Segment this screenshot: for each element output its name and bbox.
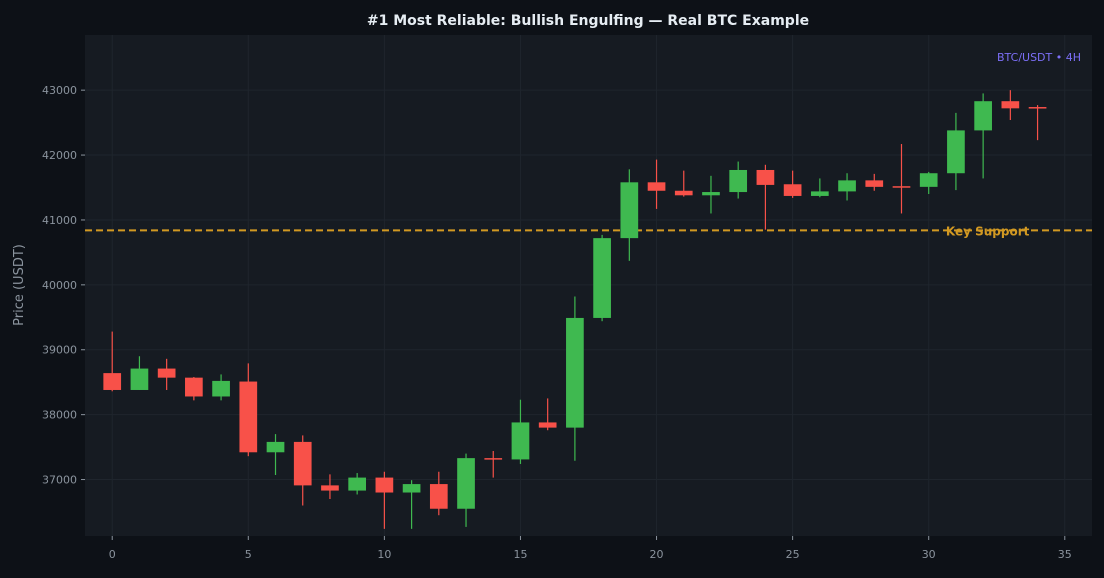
y-tick-label: 40000 [42, 279, 77, 292]
candle-body [674, 190, 693, 196]
candle-body [1001, 101, 1020, 109]
y-axis-label: Price (USDT) [12, 244, 27, 326]
candle [375, 471, 394, 529]
candle-body [212, 380, 230, 397]
plot-area [85, 35, 1092, 536]
candle [729, 161, 748, 199]
candle-body [375, 477, 394, 493]
candle-body [457, 458, 475, 509]
candle-body [511, 422, 530, 460]
candle [429, 471, 448, 516]
candle-body [402, 484, 421, 493]
candle-body [892, 186, 911, 188]
candle [538, 398, 557, 431]
candle-body [429, 484, 448, 509]
candle-body [974, 101, 992, 131]
chart-title: #1 Most Reliable: Bullish Engulfing — Re… [367, 13, 809, 29]
candle [620, 169, 639, 261]
candle [919, 171, 938, 194]
candle [293, 435, 312, 506]
candle-body [593, 238, 611, 318]
candle-body [103, 373, 122, 390]
candle [566, 296, 584, 461]
x-tick-label: 30 [922, 548, 936, 561]
y-axis-ticks: 37000 38000 39000 40000 41000 42000 43000 [42, 84, 85, 487]
x-tick-label: 15 [513, 548, 527, 561]
candle-body [185, 377, 203, 397]
x-tick-label: 5 [245, 548, 252, 561]
candle [674, 170, 693, 197]
x-tick-label: 10 [377, 548, 391, 561]
support-label: Key Support [946, 224, 1030, 238]
candle [838, 173, 856, 201]
candle [947, 112, 965, 191]
y-tick-label: 39000 [42, 344, 77, 357]
candle [892, 144, 911, 214]
candle [185, 377, 203, 401]
y-tick-label: 37000 [42, 474, 77, 487]
candle [239, 363, 258, 457]
candle-body [1028, 107, 1047, 109]
x-tick-label: 35 [1058, 548, 1072, 561]
y-tick-label: 38000 [42, 409, 77, 422]
candle-body [838, 180, 856, 192]
candle [266, 434, 285, 475]
candle-body [293, 441, 312, 486]
candle-body [266, 441, 285, 453]
candle-body [130, 368, 149, 390]
candle-body [647, 182, 666, 191]
x-tick-label: 0 [109, 548, 116, 561]
candle-body [484, 458, 503, 460]
candle [783, 170, 802, 198]
x-axis-ticks: 0 5 10 15 20 25 30 35 [109, 536, 1072, 561]
candle [348, 473, 367, 495]
support-line-group: Key Support [85, 224, 1092, 238]
candle-body [756, 169, 775, 185]
y-tick-label: 43000 [42, 84, 77, 97]
candle-body [566, 317, 584, 428]
candle [1001, 90, 1020, 121]
candle [647, 159, 666, 209]
candle [321, 474, 339, 500]
candle-body [702, 192, 720, 196]
candle-body [865, 180, 884, 187]
symbol-watermark: BTC/USDT • 4H [997, 51, 1081, 64]
candle [593, 234, 611, 322]
candle [702, 175, 720, 214]
candle-body [947, 130, 965, 174]
candle-body [810, 191, 829, 196]
y-tick-label: 42000 [42, 149, 77, 162]
candle [511, 399, 530, 464]
candle [157, 358, 176, 390]
candle [212, 374, 230, 401]
candle-body [157, 368, 176, 378]
candles [103, 90, 1047, 529]
candle-body [783, 184, 802, 196]
candle-body [729, 169, 748, 193]
candle-body [239, 381, 258, 453]
candle [457, 453, 475, 527]
y-tick-label: 41000 [42, 214, 77, 227]
candle-body [321, 485, 339, 491]
candle [1028, 105, 1047, 141]
candle [103, 331, 122, 392]
candle [756, 164, 775, 230]
candle-body [919, 173, 938, 187]
candle-body [348, 477, 367, 491]
candle [402, 480, 421, 529]
candle-body [538, 422, 557, 428]
candle [484, 450, 503, 478]
candle [865, 173, 884, 191]
candle [130, 356, 149, 390]
x-tick-label: 20 [650, 548, 664, 561]
x-tick-label: 25 [786, 548, 800, 561]
candle-body [620, 182, 639, 239]
candle [810, 178, 829, 198]
candle [974, 93, 992, 179]
